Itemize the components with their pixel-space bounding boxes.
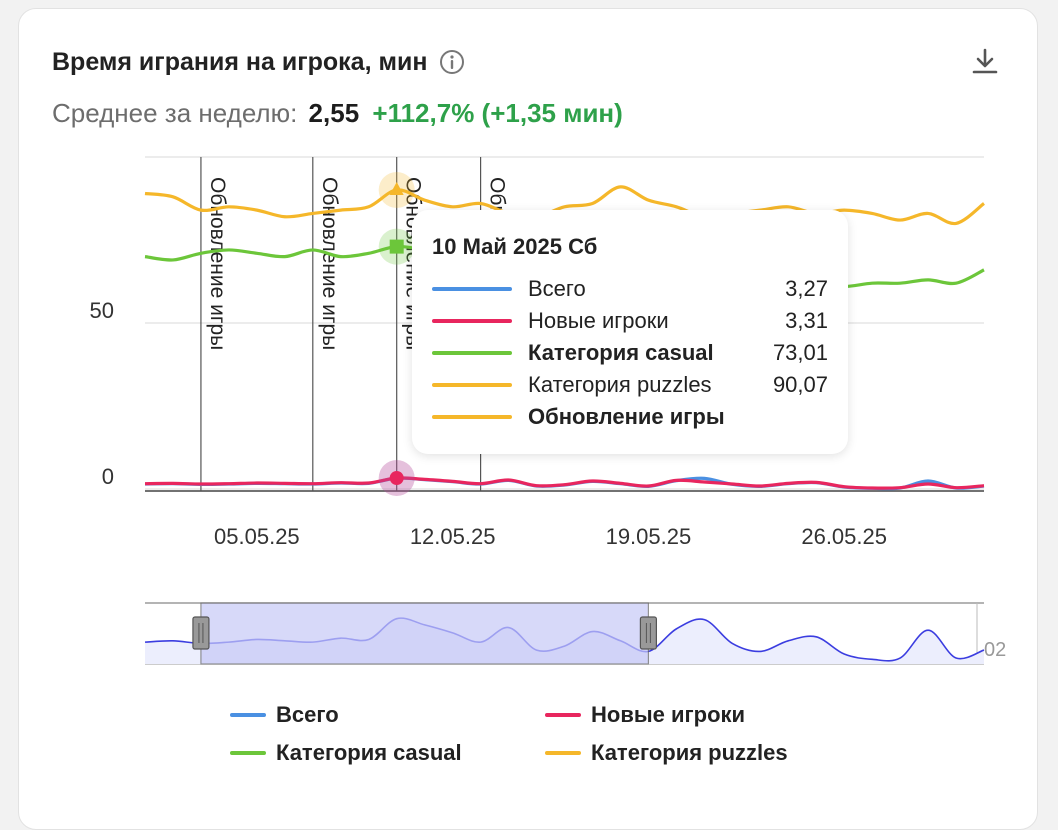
legend-label: Всего <box>276 702 339 727</box>
weekly-summary: Среднее за неделю: 2,55 +112,7% (+1,35 м… <box>52 98 623 129</box>
tooltip-date: 10 Май 2025 Сб <box>432 234 598 259</box>
highlight-marker <box>389 181 404 195</box>
legend-item-casual[interactable]: Категория casual <box>230 738 462 768</box>
y-tick-label: 0 <box>102 464 114 489</box>
tooltip-label: Категория casual <box>528 340 714 365</box>
summary-label: Среднее за неделю: <box>52 98 298 128</box>
legend-label: Категория puzzles <box>591 740 788 765</box>
series-line <box>144 476 985 490</box>
tooltip-label: Обновление игры <box>528 404 725 429</box>
x-tick-label: 12.05.25 <box>410 524 496 549</box>
tooltip-label: Категория puzzles <box>528 372 712 397</box>
tooltip-swatch <box>432 383 512 387</box>
legend-swatch <box>230 751 266 755</box>
tooltip-value: 73,01 <box>772 340 828 365</box>
widget-title: Время играния на игрока, мин <box>52 47 428 76</box>
tooltip-swatch <box>432 351 512 355</box>
series-line <box>144 185 985 226</box>
highlight-marker <box>389 471 404 486</box>
navigator-handle[interactable] <box>192 616 210 650</box>
navigator-edge-label: 02 <box>984 639 1006 661</box>
tooltip-row-new-players: Новые игроки 3,31 <box>432 306 828 336</box>
info-icon[interactable] <box>439 49 465 75</box>
annotation-label: Обновление игры <box>206 177 229 350</box>
download-icon[interactable] <box>967 44 1003 80</box>
y-tick-label: 50 <box>90 298 114 323</box>
tooltip-swatch <box>432 319 512 323</box>
tooltip-value: 90,07 <box>772 372 828 397</box>
legend-item-new-players[interactable]: Новые игроки <box>545 700 745 730</box>
tooltip-swatch <box>432 287 512 291</box>
summary-average: 2,55 <box>308 98 360 128</box>
tooltip-row-update: Обновление игры <box>432 402 828 432</box>
line-chart[interactable]: 0 50 05.05.25 12.05.25 19.05.25 26.05.25 Обнов… <box>0 0 1058 812</box>
legend-item-puzzles[interactable]: Категория puzzles <box>545 738 788 768</box>
tooltip-label: Новые игроки <box>528 308 669 333</box>
tooltip-value: 3,27 <box>785 276 828 301</box>
annotation-label: Обновление игры <box>318 177 341 350</box>
tooltip-label: Всего <box>528 276 586 301</box>
chart-tooltip: 10 Май 2025 Сб Всего 3,27 Новые игроки 3… <box>412 210 848 454</box>
x-tick-label: 26.05.25 <box>801 524 887 549</box>
tooltip-row-puzzles: Категория puzzles 90,07 <box>432 370 828 400</box>
legend-item-total[interactable]: Всего <box>230 700 339 730</box>
legend-swatch <box>545 713 581 717</box>
tooltip-row-casual: Категория casual 73,01 <box>432 338 828 368</box>
navigator-selection <box>200 602 650 665</box>
legend-label: Категория casual <box>276 740 462 765</box>
x-tick-label: 19.05.25 <box>606 524 692 549</box>
title-row: Время играния на игрока, мин <box>52 42 465 82</box>
summary-change: +112,7% (+1,35 мин) <box>372 98 623 128</box>
tooltip-row-total: Всего 3,27 <box>432 274 828 304</box>
tooltip-value: 3,31 <box>785 308 828 333</box>
legend-label: Новые игроки <box>591 702 746 727</box>
navigator-handle[interactable] <box>639 616 658 650</box>
x-tick-label: 05.05.25 <box>214 524 300 549</box>
legend-swatch <box>545 751 581 755</box>
legend-swatch <box>230 713 266 717</box>
highlight-marker <box>389 239 404 254</box>
tooltip-swatch <box>432 415 512 419</box>
